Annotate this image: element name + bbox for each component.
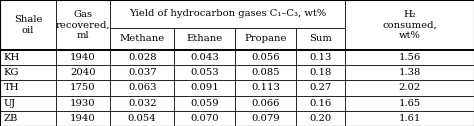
Text: 0.20: 0.20 — [310, 114, 332, 123]
Text: 0.113: 0.113 — [251, 83, 280, 92]
Text: ZB: ZB — [4, 114, 18, 123]
Text: 0.028: 0.028 — [128, 53, 156, 62]
Text: 0.043: 0.043 — [191, 53, 219, 62]
Text: 1750: 1750 — [70, 83, 96, 92]
Text: KH: KH — [4, 53, 20, 62]
Text: 0.085: 0.085 — [251, 68, 280, 77]
Text: 2040: 2040 — [70, 68, 96, 77]
Text: 0.032: 0.032 — [128, 99, 156, 108]
Text: 0.063: 0.063 — [128, 83, 156, 92]
Text: TH: TH — [4, 83, 19, 92]
Text: Gas
recovered,
ml: Gas recovered, ml — [55, 10, 110, 40]
Text: 1.61: 1.61 — [398, 114, 421, 123]
Text: 1.38: 1.38 — [398, 68, 421, 77]
Text: 0.16: 0.16 — [310, 99, 332, 108]
Text: 0.056: 0.056 — [251, 53, 280, 62]
Text: 1.56: 1.56 — [399, 53, 420, 62]
Text: 0.053: 0.053 — [191, 68, 219, 77]
Text: 1940: 1940 — [70, 53, 96, 62]
Text: 0.27: 0.27 — [310, 83, 332, 92]
Text: 0.18: 0.18 — [310, 68, 332, 77]
Text: Yield of hydrocarbon gases C₁–C₃, wt%: Yield of hydrocarbon gases C₁–C₃, wt% — [129, 9, 326, 18]
Text: Sum: Sum — [309, 34, 332, 43]
Text: 1940: 1940 — [70, 114, 96, 123]
Text: Methane: Methane — [119, 34, 165, 43]
Text: 0.037: 0.037 — [128, 68, 156, 77]
Text: 0.054: 0.054 — [128, 114, 156, 123]
Text: H₂
consumed,
wt%: H₂ consumed, wt% — [382, 10, 437, 40]
Text: KG: KG — [4, 68, 19, 77]
Text: 0.070: 0.070 — [191, 114, 219, 123]
Text: UJ: UJ — [4, 99, 16, 108]
Text: Propane: Propane — [245, 34, 287, 43]
Text: 0.091: 0.091 — [191, 83, 219, 92]
Text: 0.13: 0.13 — [310, 53, 332, 62]
Text: 0.066: 0.066 — [252, 99, 280, 108]
Text: Ethane: Ethane — [187, 34, 223, 43]
Text: Shale
oil: Shale oil — [14, 15, 42, 35]
Text: 1930: 1930 — [70, 99, 96, 108]
Text: 0.059: 0.059 — [191, 99, 219, 108]
Text: 2.02: 2.02 — [399, 83, 420, 92]
Text: 1.65: 1.65 — [399, 99, 420, 108]
Text: 0.079: 0.079 — [251, 114, 280, 123]
